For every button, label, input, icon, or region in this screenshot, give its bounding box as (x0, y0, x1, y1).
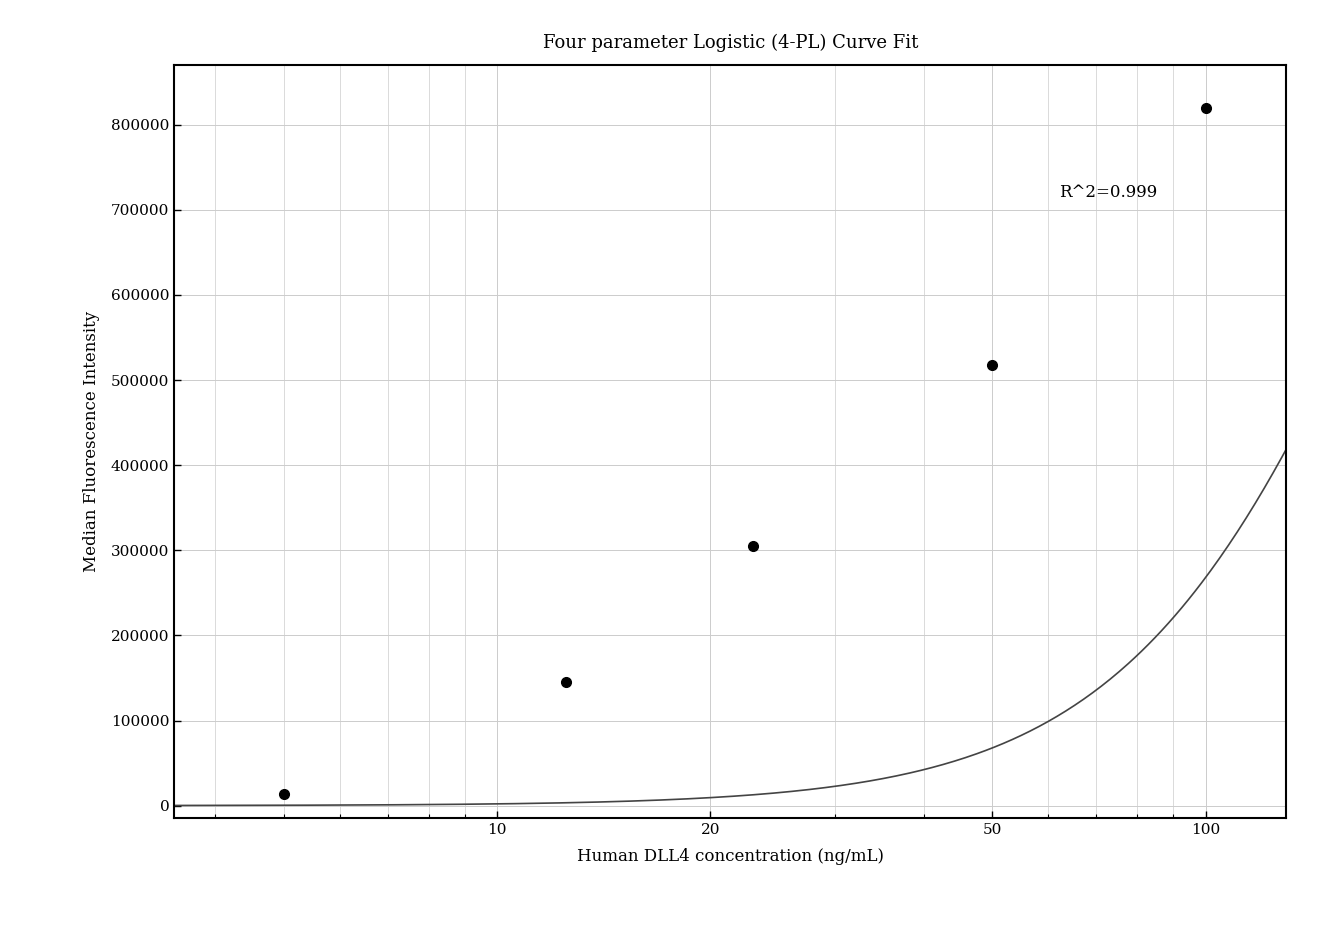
X-axis label: Human DLL4 concentration (ng/mL): Human DLL4 concentration (ng/mL) (576, 848, 884, 866)
Point (1195, 100, 1217, 115)
Text: R^2=0.999: R^2=0.999 (1059, 184, 1156, 201)
Point (742, 538, 764, 553)
Point (273, 786, 295, 801)
Point (555, 675, 576, 690)
Title: Four parameter Logistic (4-PL) Curve Fit: Four parameter Logistic (4-PL) Curve Fit (543, 34, 918, 52)
Point (982, 357, 1004, 372)
Y-axis label: Median Fluorescence Intensity: Median Fluorescence Intensity (83, 312, 99, 572)
